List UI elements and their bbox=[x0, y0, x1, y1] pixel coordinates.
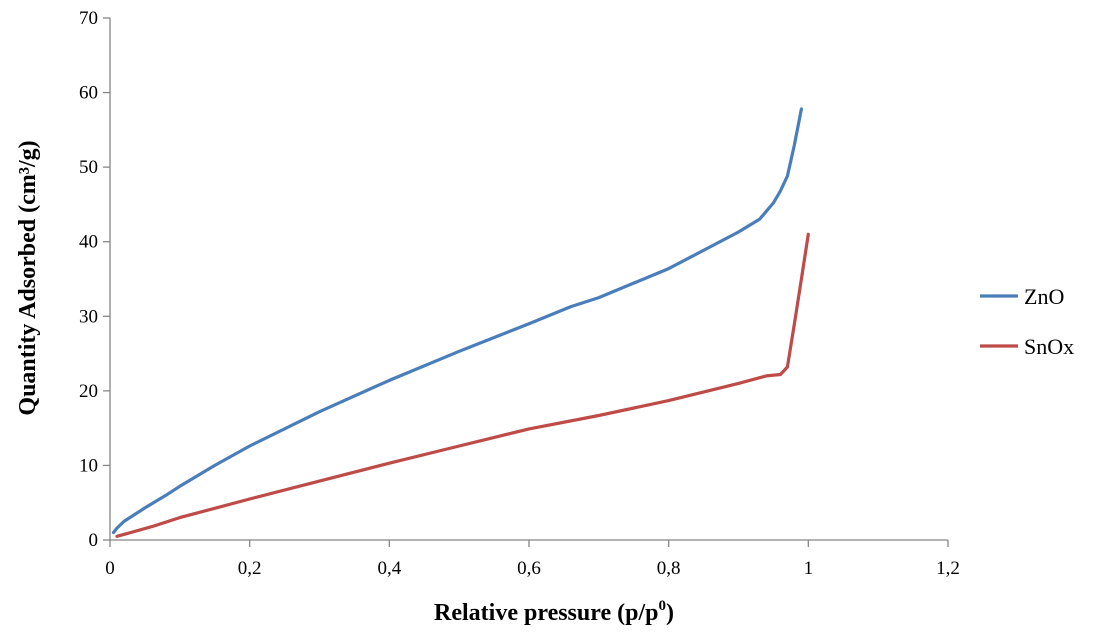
x-axis-title-main: Relative pressure (p/p bbox=[434, 600, 658, 626]
x-tick-label: 0,6 bbox=[517, 558, 541, 579]
x-tick-label: 0 bbox=[105, 558, 115, 579]
series-group bbox=[111, 107, 810, 538]
legend-label-snox: SnOx bbox=[1024, 334, 1074, 359]
y-tick-label: 50 bbox=[79, 157, 98, 178]
y-tick-label: 0 bbox=[89, 530, 99, 551]
series-line-zno bbox=[111, 107, 803, 535]
y-tick-label: 30 bbox=[79, 306, 98, 327]
x-tick-label: 1 bbox=[804, 558, 814, 579]
legend-label-zno: ZnO bbox=[1024, 284, 1064, 309]
y-tick-label: 60 bbox=[79, 83, 98, 104]
x-axis-title-superscript: 0 bbox=[658, 598, 666, 614]
x-axis-title: Relative pressure (p/p0) bbox=[434, 598, 674, 626]
y-tick-label: 40 bbox=[79, 232, 98, 253]
x-tick-label: 0,8 bbox=[657, 558, 681, 579]
x-tick-label: 0,2 bbox=[238, 558, 262, 579]
x-axis-ticks: 0 0,2 0,4 0,6 0,8 1 1,2 bbox=[105, 540, 960, 579]
legend: ZnO SnOx bbox=[980, 284, 1074, 359]
y-axis-ticks: 0 10 20 30 40 50 60 70 bbox=[79, 8, 110, 551]
y-axis-title: Quantity Adsorbed (cm³/g) bbox=[15, 140, 41, 415]
x-axis-title-close: ) bbox=[666, 600, 674, 626]
y-tick-label: 10 bbox=[79, 455, 98, 476]
x-tick-label: 1,2 bbox=[936, 558, 960, 579]
plot-area: 0 10 20 30 40 50 60 70 0 0,2 0,4 0,6 0,8 1 1,2 bbox=[79, 8, 960, 579]
x-tick-label: 0,4 bbox=[377, 558, 401, 579]
y-tick-label: 20 bbox=[79, 381, 98, 402]
series-line-snox bbox=[115, 232, 810, 538]
y-tick-label: 70 bbox=[79, 8, 98, 29]
